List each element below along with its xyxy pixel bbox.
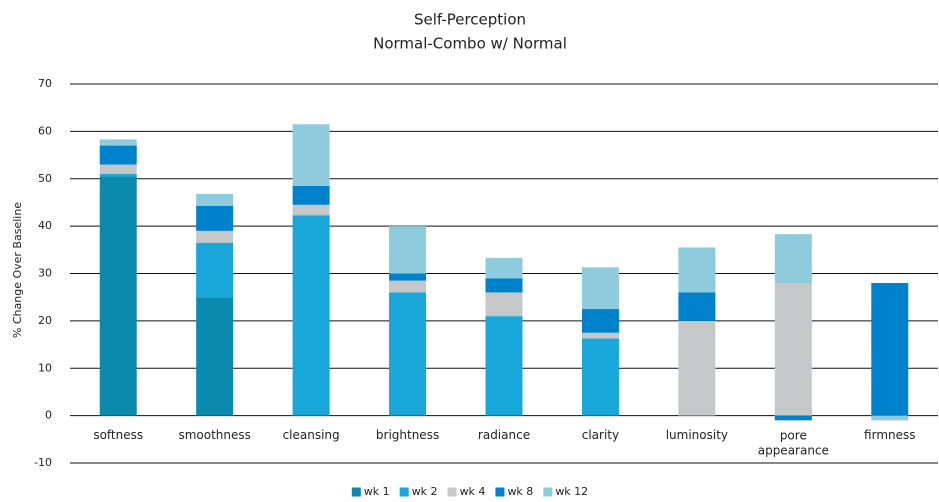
bar-segment	[196, 230, 234, 243]
legend-swatch	[399, 487, 409, 497]
bar-segment	[99, 174, 137, 177]
bar-segment	[196, 297, 234, 416]
bar-segment	[389, 273, 427, 281]
y-tick-label: 30	[38, 267, 52, 280]
bar-segment	[774, 282, 812, 416]
legend-label: wk 2	[412, 485, 438, 498]
bar-segment	[485, 316, 523, 416]
chart-subtitle: Normal-Combo w/ Normal	[373, 35, 567, 53]
bar-segment	[196, 193, 234, 206]
y-tick-label: 70	[38, 77, 52, 90]
bar-segment	[871, 282, 909, 416]
bar-segment	[196, 242, 234, 298]
bar-segment	[581, 332, 619, 339]
bar-segment	[292, 185, 330, 205]
bar-segment	[292, 124, 330, 186]
bar-segment	[292, 215, 330, 416]
legend-swatch	[543, 487, 553, 497]
bar-segment	[99, 164, 137, 175]
chart-title: Self-Perception	[414, 11, 526, 29]
bar-segment	[389, 226, 427, 274]
x-tick-label: brightness	[376, 428, 439, 442]
y-tick-label: 60	[38, 124, 52, 137]
legend: wk 1 wk 2 wk 4 wk 8 wk 12	[351, 485, 588, 498]
legend-swatch	[447, 487, 457, 497]
x-tick-label: cleansing	[283, 428, 340, 442]
bar-segment	[485, 278, 523, 293]
y-tick-label: -10	[34, 456, 52, 469]
y-tick-label: 50	[38, 172, 52, 185]
legend-label: wk 4	[460, 485, 486, 498]
legend-label: wk 12	[555, 485, 588, 498]
legend-label: wk 1	[364, 485, 390, 498]
y-tick-label: 20	[38, 314, 52, 327]
legend-swatch	[495, 487, 505, 497]
x-tick-label: smoothness	[178, 428, 250, 442]
bar-segment	[99, 176, 137, 416]
y-axis-label: % Change Over Baseline	[11, 202, 24, 338]
y-tick-label: 40	[38, 219, 52, 232]
legend-label: wk 8	[507, 485, 533, 498]
bar-segment	[774, 415, 812, 421]
bar-segment	[389, 292, 427, 416]
bar-segment	[581, 267, 619, 310]
x-tick-label: pore appearance	[758, 428, 829, 457]
bar-segment	[292, 204, 330, 216]
x-tick-label: clarity	[582, 428, 619, 442]
bar-segment	[99, 139, 137, 146]
bar-segment	[678, 247, 716, 293]
x-tick-label: luminosity	[666, 428, 728, 442]
y-tick-label: 0	[45, 409, 52, 422]
bar-segment	[389, 280, 427, 293]
y-tick-label: 10	[38, 361, 52, 374]
bar-segment	[678, 292, 716, 321]
bar-segment	[485, 257, 523, 279]
x-tick-label: radiance	[478, 428, 530, 442]
bar-segment	[678, 320, 716, 416]
bar-segment	[581, 309, 619, 333]
bar-segment	[871, 415, 909, 421]
bar-segment	[485, 292, 523, 317]
bar-segment	[581, 338, 619, 416]
x-tick-label: firmness	[864, 428, 915, 442]
legend-swatch	[351, 487, 361, 497]
bar-segment	[99, 145, 137, 165]
bar-segment	[774, 234, 812, 283]
x-tick-label: softness	[93, 428, 143, 442]
bar-segment	[196, 205, 234, 231]
